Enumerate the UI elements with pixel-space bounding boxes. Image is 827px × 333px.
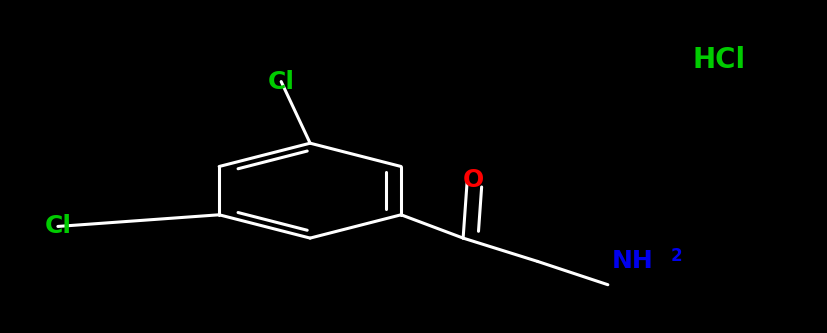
Text: 2: 2 [671, 247, 682, 265]
Text: Cl: Cl [268, 70, 294, 94]
Text: Cl: Cl [45, 214, 71, 238]
Text: O: O [463, 168, 485, 192]
Text: HCl: HCl [693, 46, 746, 74]
Text: NH: NH [612, 249, 653, 273]
